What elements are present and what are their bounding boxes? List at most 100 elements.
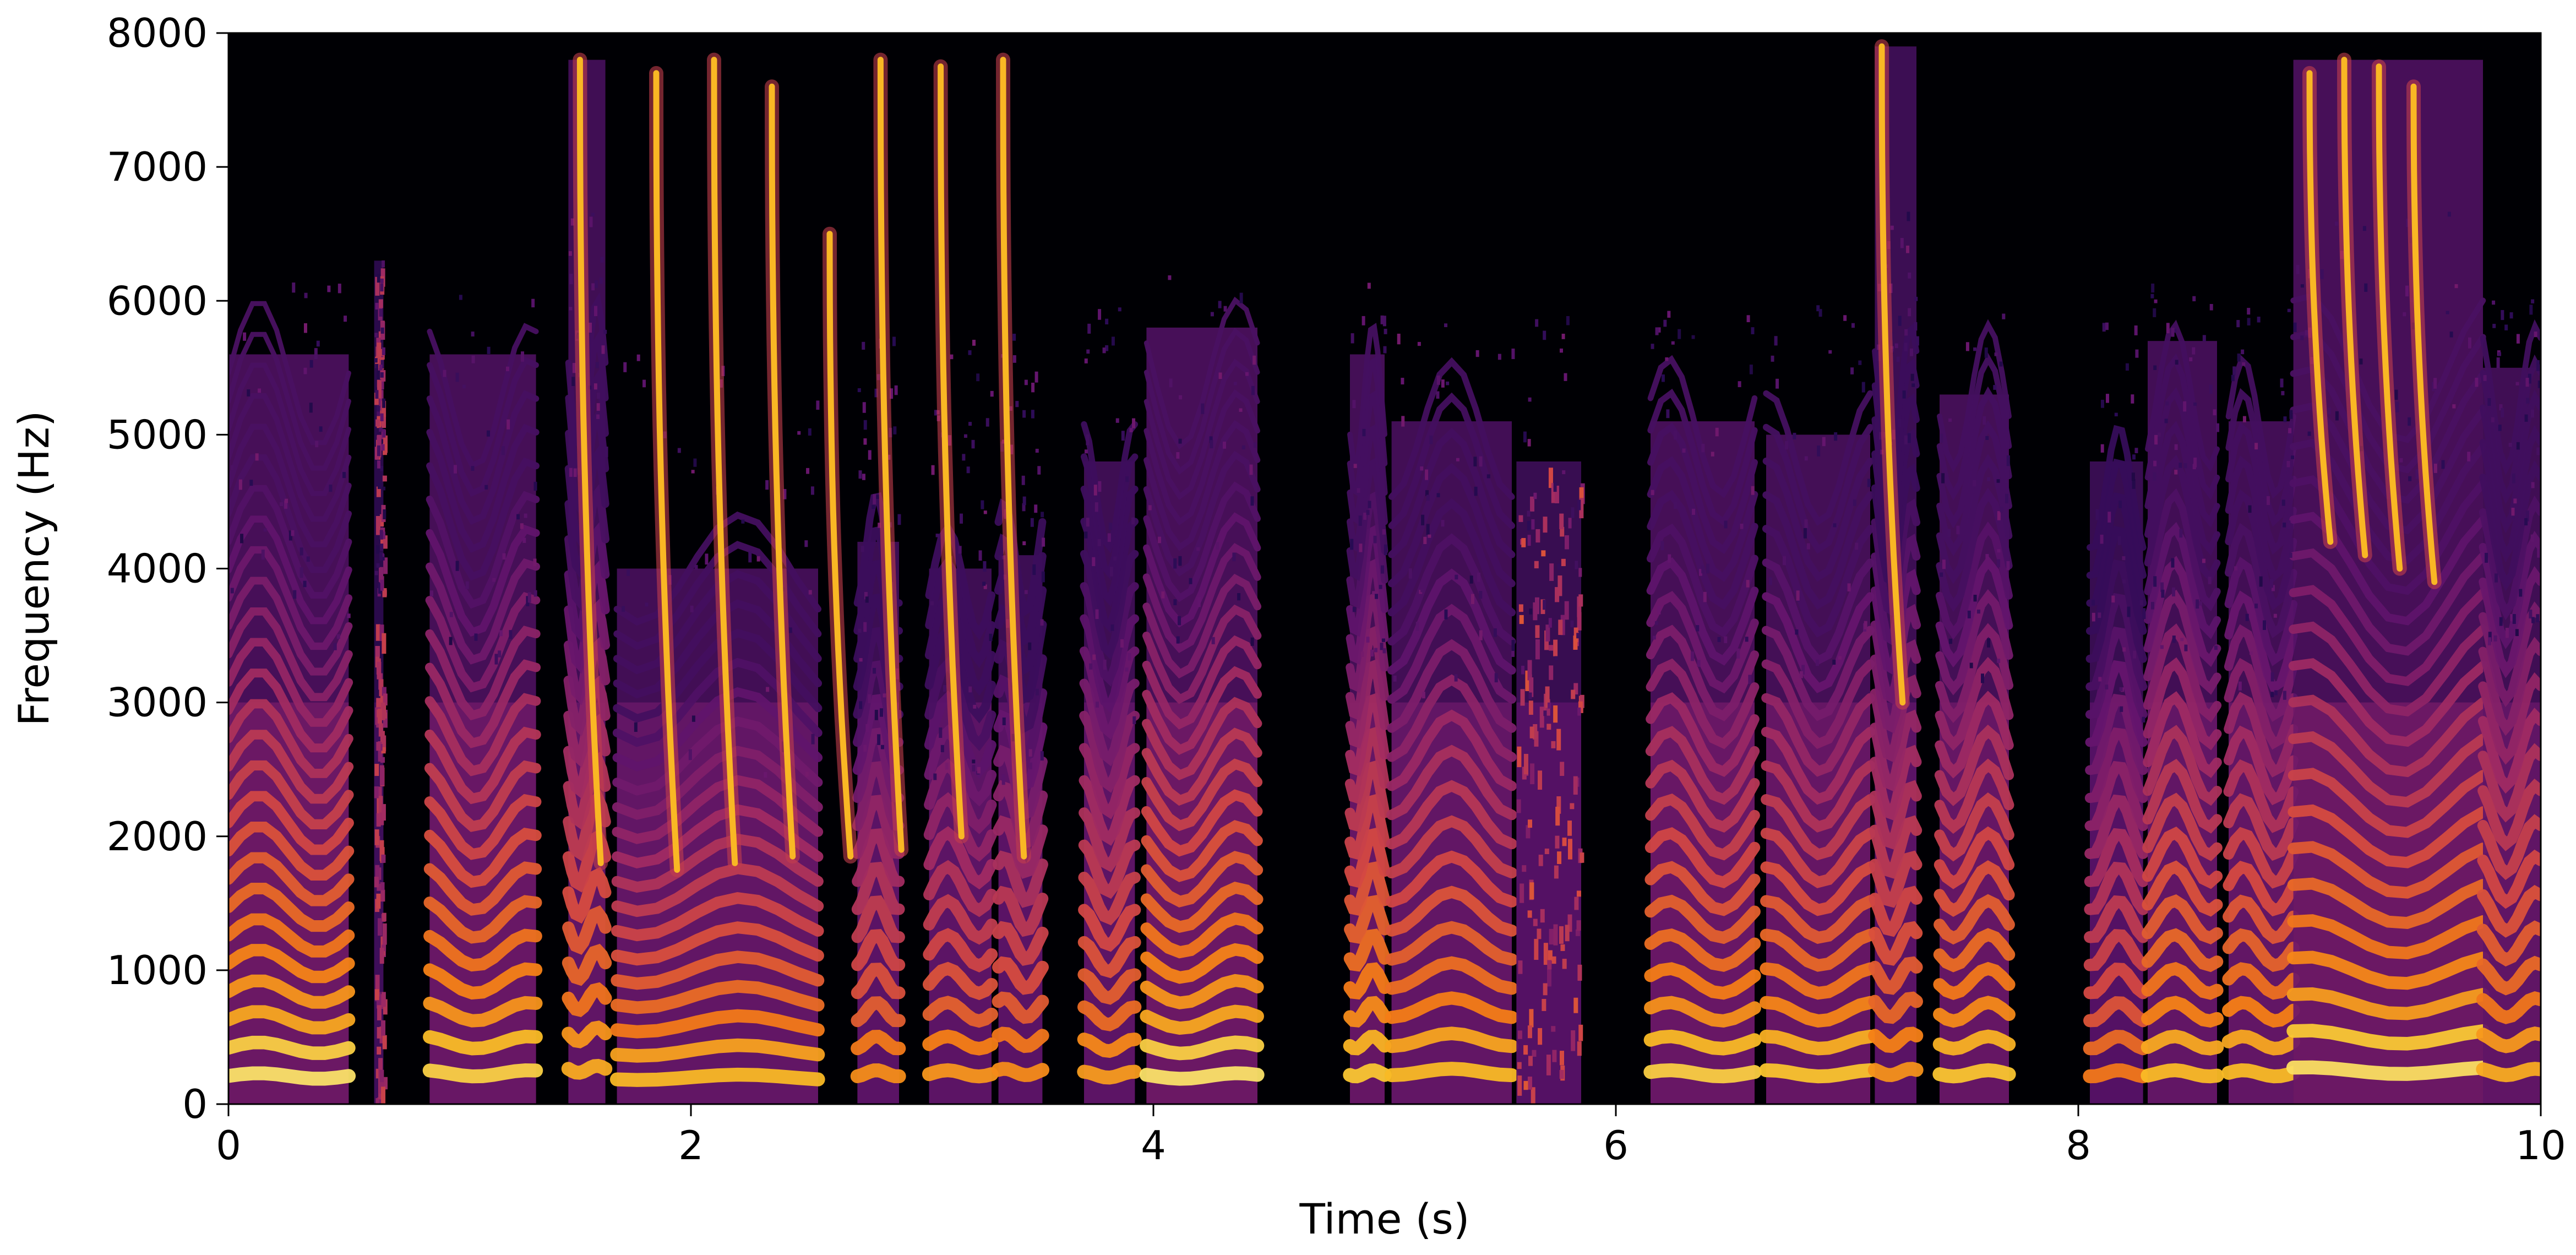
noise-speck [2259, 576, 2263, 587]
harmonic-line [1869, 780, 1922, 850]
noise-speck [2266, 496, 2270, 506]
noise-speck [1967, 610, 1971, 618]
noise-speck [1575, 561, 1578, 569]
harmonic-line [2144, 353, 2220, 500]
noise-speck [1538, 1028, 1543, 1045]
harmonic-line [2480, 319, 2541, 475]
noise-speck [1012, 355, 1016, 363]
noise-speck [2493, 635, 2497, 642]
harmonic-line [426, 491, 540, 609]
noise-speck [1473, 457, 1477, 466]
noise-speck [1573, 997, 1578, 1013]
noise-speck [1519, 615, 1524, 624]
noise-speck [380, 413, 384, 421]
harmonic-line [2476, 1026, 2541, 1053]
harmonic-line [1387, 463, 1516, 588]
noise-speck [1527, 660, 1532, 681]
noise-speck [333, 643, 337, 650]
noise-speck [2114, 412, 2118, 417]
noise-speck [1087, 323, 1091, 334]
harmonic-line [2223, 759, 2299, 833]
noise-speck [1429, 435, 1433, 444]
noise-speck [378, 742, 383, 762]
noise-speck [1380, 643, 1384, 650]
harmonic-line [2084, 727, 2148, 803]
noise-speck [375, 302, 379, 310]
noise-speck [863, 438, 867, 445]
noise-speck [1565, 925, 1570, 942]
harmonic-line [562, 905, 612, 955]
harmonic-line [1646, 523, 1759, 638]
harmonic-line [2223, 894, 2300, 944]
harmonic-line [228, 913, 355, 958]
noise-speck [381, 1020, 386, 1036]
noise-speck [1748, 675, 1752, 684]
noise-speck [1561, 558, 1566, 567]
noise-speck [1537, 928, 1542, 939]
noise-speck [2529, 305, 2533, 315]
harmonic-line [991, 1062, 1050, 1083]
harmonic-line [1934, 724, 2014, 806]
harmonic-line [562, 982, 612, 1017]
noise-speck [599, 277, 603, 284]
noise-speck [315, 441, 319, 448]
noise-speck [2515, 629, 2519, 637]
noise-speck [1651, 344, 1654, 349]
harmonic-line [924, 589, 996, 696]
noise-speck [962, 454, 966, 461]
noise-speck [2305, 330, 2308, 336]
noise-speck [862, 402, 866, 413]
harmonic-line [2288, 731, 2488, 808]
noise-speck [380, 757, 385, 763]
noise-speck [1746, 580, 1750, 588]
noise-speck [1173, 558, 1177, 569]
noise-speck [240, 534, 244, 544]
noise-speck [377, 786, 382, 796]
noise-speck [2122, 556, 2126, 561]
noise-speck [243, 332, 247, 341]
harmonic-line [2479, 460, 2541, 591]
noise-speck [1232, 552, 1236, 562]
harmonic-line [2222, 962, 2300, 1000]
noise-speck [1358, 515, 1362, 526]
harmonic-line [2143, 556, 2221, 667]
noise-speck [1538, 855, 1543, 866]
noise-speck [1560, 762, 1565, 776]
noise-speck [2519, 589, 2523, 597]
noise-speck [2192, 347, 2196, 355]
noise-speck [2134, 325, 2138, 335]
noise-speck [2132, 454, 2136, 460]
harmonic-line [2141, 928, 2224, 973]
harmonic-line [1143, 296, 1260, 450]
noise-speck [1785, 441, 1789, 450]
noise-speck [1022, 410, 1026, 418]
noise-speck [2002, 313, 2006, 319]
noise-speck [1973, 480, 1976, 487]
noise-speck [2433, 463, 2437, 473]
harmonic-line [1762, 525, 1875, 638]
noise-speck [756, 556, 760, 562]
noise-speck [1176, 636, 1180, 644]
noise-speck [1540, 909, 1545, 923]
noise-speck [1237, 593, 1241, 601]
noise-speck [1479, 630, 1483, 640]
noise-speck [1549, 928, 1554, 945]
noise-speck [2202, 558, 2205, 563]
harmonic-line [2477, 849, 2541, 909]
harmonic-line [1933, 996, 2016, 1028]
harmonic-line [2142, 826, 2223, 889]
noise-speck [1568, 518, 1572, 529]
noise-speck [382, 400, 386, 417]
noise-speck [2531, 617, 2535, 623]
noise-speck [299, 547, 303, 556]
noise-speck [2289, 552, 2292, 558]
noise-speck [1097, 539, 1101, 547]
harmonic-line [228, 821, 355, 881]
noise-speck [1545, 686, 1550, 708]
noise-speck [1745, 637, 1749, 642]
harmonic-line [2477, 885, 2541, 938]
noise-speck [1774, 336, 1778, 346]
noise-speck [1543, 517, 1548, 533]
y-tick-label: 0 [182, 1081, 208, 1127]
noise-speck [1223, 306, 1227, 312]
